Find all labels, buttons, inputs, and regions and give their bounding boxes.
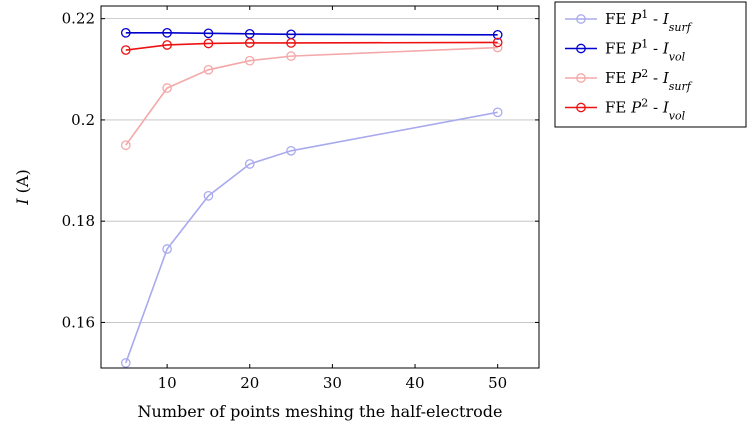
series-layer [120, 27, 503, 368]
legend: FE P1 - Isurf FE P1 - Ivol FE P2 - Isurf FE… [554, 1, 747, 128]
legend-box [554, 1, 747, 128]
series-line [125, 46, 498, 146]
grid [101, 18, 539, 323]
x-tick-label: 50 [488, 374, 507, 392]
legend-item: FE P2 - Isurf [565, 67, 693, 93]
y-tick-label: 0.22 [62, 10, 95, 28]
y-axis-unit: (A) [13, 169, 32, 198]
series-1 [120, 107, 503, 368]
legend-marker [576, 14, 586, 24]
x-tick-label: 40 [405, 374, 424, 392]
data-point [162, 244, 172, 254]
data-point [286, 145, 296, 156]
x-tick-label: 20 [240, 374, 259, 392]
data-point [203, 28, 214, 39]
data-point [120, 27, 131, 38]
data-point [286, 51, 296, 61]
legend-label: FE P2 - Isurf [605, 67, 693, 93]
legend-marker [576, 73, 586, 83]
series-line [125, 32, 498, 36]
data-point [492, 37, 503, 48]
legend-item: FE P1 - Isurf [565, 8, 693, 34]
data-point [162, 27, 172, 38]
y-tick-label: 0.2 [71, 111, 95, 129]
data-point [162, 83, 172, 93]
data-point [120, 140, 131, 151]
series-line [125, 41, 498, 51]
series-2 [120, 27, 503, 40]
legend-label: FE P2 - Ivol [605, 96, 686, 122]
y-tick-label: 0.18 [62, 212, 95, 230]
data-point [492, 107, 503, 118]
series-3 [120, 42, 503, 151]
y-axis-title: I (A) [13, 169, 32, 205]
x-tick-label: 30 [323, 374, 342, 392]
series-4 [120, 37, 503, 55]
legend-label: FE P1 - Isurf [605, 8, 693, 34]
data-point [244, 55, 255, 66]
plot-frame [100, 5, 540, 369]
data-point [492, 30, 503, 40]
data-point [162, 40, 172, 50]
legend-marker [576, 102, 586, 113]
ticks: 0.16 0.18 0.2 0.22 10 20 30 40 50 [62, 6, 539, 392]
data-point [244, 28, 255, 39]
data-point [203, 64, 214, 75]
data-point [286, 38, 296, 48]
series-line [125, 111, 498, 364]
y-tick-label: 0.16 [62, 313, 95, 331]
data-point [120, 45, 131, 55]
legend-label: FE P1 - Ivol [605, 37, 686, 63]
legend-marker [576, 43, 586, 54]
data-point [244, 38, 255, 48]
legend-item: FE P1 - Ivol [565, 37, 686, 63]
data-point [492, 42, 503, 53]
legend-item: FE P2 - Ivol [565, 96, 686, 122]
data-point [203, 191, 214, 201]
data-point [203, 38, 214, 49]
data-point [120, 358, 131, 368]
y-axis-variable: I [13, 198, 32, 206]
x-axis-title: Number of points meshing the half-electr… [138, 402, 503, 421]
x-tick-label: 10 [158, 374, 177, 392]
data-point [244, 159, 255, 169]
